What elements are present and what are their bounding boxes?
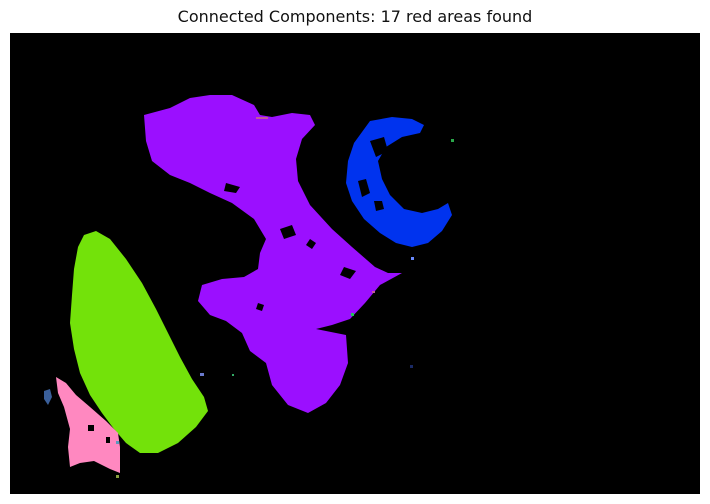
component-steel-blue — [44, 389, 52, 405]
component-speck — [116, 475, 119, 478]
component-speck — [372, 291, 375, 293]
image-title: Connected Components: 17 red areas found — [177, 7, 533, 26]
component-speck — [116, 441, 119, 444]
component-blue — [346, 117, 452, 247]
component-speck — [351, 313, 354, 316]
component-green — [70, 231, 208, 453]
component-speck — [256, 117, 268, 119]
component-label-image — [10, 33, 700, 494]
component-speck — [451, 139, 454, 142]
component-purple — [144, 95, 402, 413]
component-speck — [410, 365, 413, 368]
component-speck — [411, 257, 414, 260]
component-speck — [232, 374, 234, 376]
component-speck — [200, 373, 204, 376]
